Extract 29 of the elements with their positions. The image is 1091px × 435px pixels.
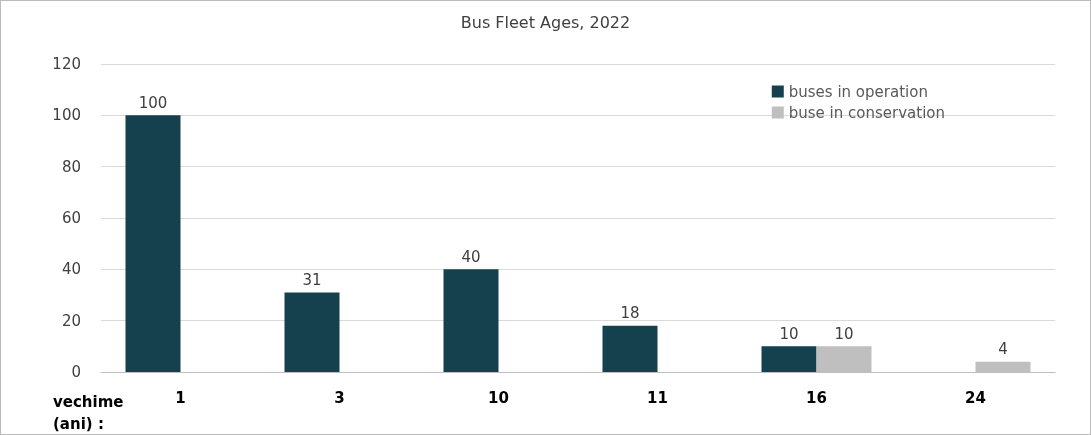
data-label: 4 bbox=[998, 340, 1008, 359]
x-tick-label: 11 bbox=[647, 388, 668, 407]
chart-title: Bus Fleet Ages, 2022 bbox=[460, 12, 631, 32]
y-tick-label: 0 bbox=[71, 363, 81, 381]
bar bbox=[761, 346, 817, 372]
y-tick-label: 20 bbox=[61, 311, 81, 330]
y-tick-label: 80 bbox=[61, 157, 81, 176]
legend-label: buses in operation bbox=[788, 82, 928, 101]
y-tick-label: 60 bbox=[61, 209, 81, 227]
y-tick-label: 120 bbox=[52, 55, 81, 73]
data-label: 40 bbox=[461, 247, 481, 266]
data-label: 10 bbox=[834, 324, 854, 343]
bar bbox=[602, 325, 658, 372]
x-tick-label: 16 bbox=[806, 388, 827, 407]
data-label: 100 bbox=[138, 93, 168, 112]
data-label: 31 bbox=[302, 270, 322, 289]
bar bbox=[284, 292, 340, 372]
bar bbox=[125, 115, 181, 372]
y-tick-label: 40 bbox=[61, 260, 81, 279]
data-label: 10 bbox=[779, 324, 799, 343]
x-tick-label: 3 bbox=[334, 388, 345, 407]
data-label: 18 bbox=[620, 304, 640, 323]
x-axis-title: vechime (ani) : bbox=[53, 393, 129, 433]
legend-label: buse in conservation bbox=[788, 103, 946, 122]
y-tick-label: 100 bbox=[52, 106, 81, 125]
bar bbox=[443, 269, 499, 372]
x-tick-label: 1 bbox=[175, 388, 186, 407]
x-tick-label: 10 bbox=[488, 388, 509, 407]
x-tick-label: 24 bbox=[965, 388, 986, 407]
